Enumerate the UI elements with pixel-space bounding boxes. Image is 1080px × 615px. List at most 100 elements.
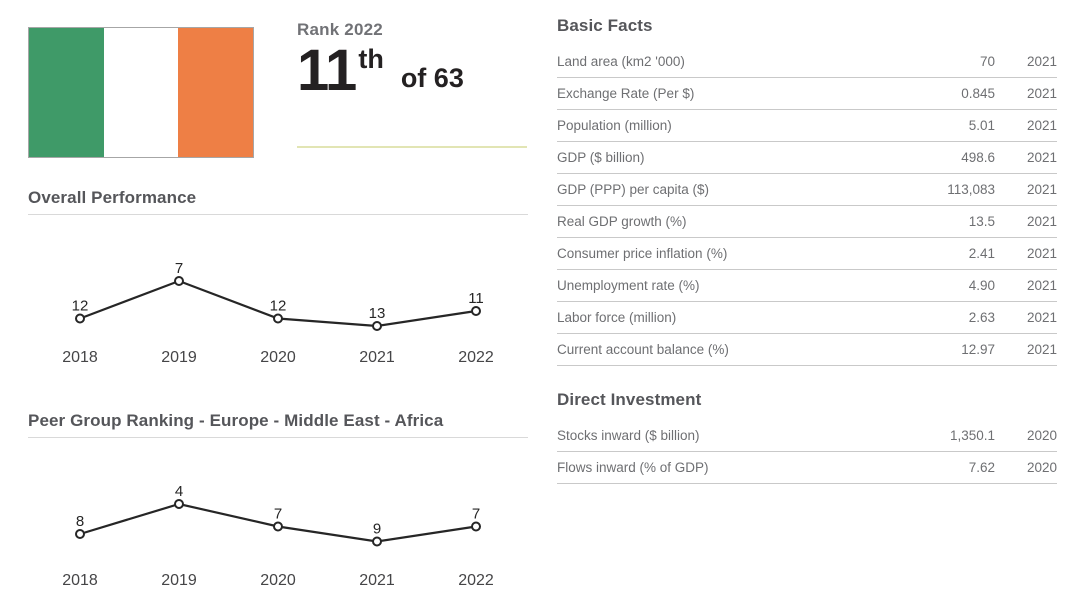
cell-value: 2.63 <box>899 301 995 334</box>
cell-year: 2020 <box>995 420 1057 452</box>
overall-performance-section: Overall Performance 12 2018 7 2019 12 2020 13 2… <box>28 188 528 378</box>
cell-label: Labor force (million) <box>557 301 900 334</box>
flag-stripe-white <box>103 28 179 157</box>
table-row: Real GDP growth (%) 13.5 2021 <box>557 205 1057 238</box>
left-column: Rank 2022 11thof 63 Overall Performance … <box>28 0 528 601</box>
right-column: Basic Facts Land area (km2 '000) 70 2021 Ex… <box>557 0 1057 601</box>
section-divider <box>28 437 528 438</box>
chart-value-label: 12 <box>72 298 89 315</box>
table-row: Consumer price inflation (%) 2.41 2021 <box>557 237 1057 270</box>
chart-year-label: 2022 <box>458 572 494 589</box>
cell-year: 2020 <box>995 451 1057 484</box>
rank-ordinal-suffix: th <box>358 44 384 74</box>
cell-label: GDP ($ billion) <box>557 141 900 174</box>
chart-year-label: 2018 <box>62 349 98 366</box>
chart-point-marker <box>372 321 382 331</box>
cell-year: 2021 <box>995 269 1057 302</box>
table-row: Stocks inward ($ billion) 1,350.1 2020 <box>557 420 1057 452</box>
chart-value-label: 7 <box>274 506 282 523</box>
chart-value-label: 11 <box>468 290 484 307</box>
cell-year: 2021 <box>995 205 1057 238</box>
cell-value: 5.01 <box>899 109 995 142</box>
cell-value: 13.5 <box>899 205 995 238</box>
chart-year-label: 2020 <box>260 572 296 589</box>
chart-point-marker <box>372 536 382 547</box>
rank-block: Rank 2022 11th of 63 <box>297 20 527 158</box>
table-row: GDP (PPP) per capita ($) 113,083 2021 <box>557 173 1057 206</box>
chart-year-label: 2020 <box>260 349 296 366</box>
cell-value: 113,083 <box>899 173 995 206</box>
cell-value: 7.62 <box>894 451 995 484</box>
country-profile-page: Rank 2022 11thof 63 Overall Performance … <box>28 0 1057 601</box>
cell-value: 70 <box>899 46 995 78</box>
cell-value: 498.6 <box>899 141 995 174</box>
flag-stripe-orange <box>178 28 254 157</box>
cell-year: 2021 <box>995 46 1057 78</box>
cell-year: 2021 <box>995 77 1057 110</box>
chart-point-marker <box>273 521 283 532</box>
chart-point-marker <box>75 313 85 324</box>
direct-investment-section: Direct Investment Stocks inward ($ billi… <box>557 390 1057 484</box>
chart-year-label: 2022 <box>458 349 494 366</box>
chart-year-label: 2021 <box>359 349 395 366</box>
flag-stripe-green <box>29 28 104 157</box>
chart-point-marker <box>174 276 184 286</box>
overall-performance-chart: 12 2018 7 2019 12 2020 13 2021 11 2022 <box>62 260 494 366</box>
cell-label: GDP (PPP) per capita ($) <box>557 173 900 206</box>
rank-of-total: of 63 <box>400 63 464 93</box>
table-row: Unemployment rate (%) 4.90 2021 <box>557 269 1057 302</box>
rank-value: 11thof 63 <box>297 42 527 100</box>
cell-year: 2021 <box>995 301 1057 334</box>
chart-value-label: 4 <box>175 483 183 500</box>
cell-label: Unemployment rate (%) <box>557 269 900 302</box>
chart-year-label: 2021 <box>359 572 395 589</box>
cell-label: Land area (km2 '000) <box>557 46 900 78</box>
section-title-peer-group-ranking: Peer Group Ranking - Europe - Middle Eas… <box>28 411 444 430</box>
cell-label: Stocks inward ($ billion) <box>557 420 895 452</box>
chart-value-label: 13 <box>369 305 386 322</box>
chart-value-label: 12 <box>270 298 287 315</box>
chart-year-label: 2018 <box>62 572 98 589</box>
basic-facts-section: Basic Facts Land area (km2 '000) 70 2021 Ex… <box>557 16 1057 366</box>
section-title-basic-facts: Basic Facts <box>557 16 653 35</box>
cell-year: 2021 <box>995 141 1057 174</box>
direct-investment-table: Stocks inward ($ billion) 1,350.1 2020 Flow… <box>557 420 1057 484</box>
section-title-direct-investment: Direct Investment <box>557 390 702 409</box>
cell-year: 2021 <box>995 109 1057 142</box>
section-title-overall-performance: Overall Performance <box>28 188 197 207</box>
table-row: Current account balance (%) 12.97 2021 <box>557 333 1057 366</box>
cell-value: 12.97 <box>899 333 995 366</box>
table-row: Land area (km2 '000) 70 2021 <box>557 46 1057 78</box>
peer-group-ranking-section: Peer Group Ranking - Europe - Middle Eas… <box>28 411 528 601</box>
ireland-flag <box>28 27 254 158</box>
cell-label: Population (million) <box>557 109 900 142</box>
peer-group-ranking-chart: 8 2018 4 2019 7 2020 9 2021 7 2022 <box>62 483 494 589</box>
cell-label: Consumer price inflation (%) <box>557 237 900 270</box>
rank-accent-divider <box>297 146 527 148</box>
table-row: Exchange Rate (Per $) 0.845 2021 <box>557 77 1057 110</box>
cell-label: Real GDP growth (%) <box>557 205 900 238</box>
chart-year-label: 2019 <box>161 349 197 366</box>
chart-point-marker <box>75 529 85 539</box>
cell-year: 2021 <box>995 173 1057 206</box>
basic-facts-table: Land area (km2 '000) 70 2021 Exchange Rate … <box>557 46 1057 366</box>
chart-point-marker <box>471 306 481 316</box>
chart-value-label: 7 <box>175 260 183 277</box>
cell-year: 2021 <box>995 237 1057 270</box>
chart-point-marker <box>273 313 283 324</box>
cell-value: 0.845 <box>899 77 995 110</box>
table-row: Labor force (million) 2.63 2021 <box>557 301 1057 334</box>
chart-year-label: 2019 <box>161 572 197 589</box>
cell-label: Exchange Rate (Per $) <box>557 77 900 110</box>
table-row: GDP ($ billion) 498.6 2021 <box>557 141 1057 174</box>
chart-value-label: 9 <box>373 521 381 538</box>
chart-value-label: 7 <box>472 506 480 523</box>
cell-label: Flows inward (% of GDP) <box>557 451 895 484</box>
rank-number: 11 <box>297 38 357 103</box>
section-divider <box>28 214 528 215</box>
cell-value: 1,350.1 <box>894 420 995 452</box>
chart-value-label: 8 <box>76 513 84 530</box>
table-row: Flows inward (% of GDP) 7.62 2020 <box>557 451 1057 484</box>
chart-point-marker <box>174 499 184 509</box>
cell-label: Current account balance (%) <box>557 333 900 366</box>
